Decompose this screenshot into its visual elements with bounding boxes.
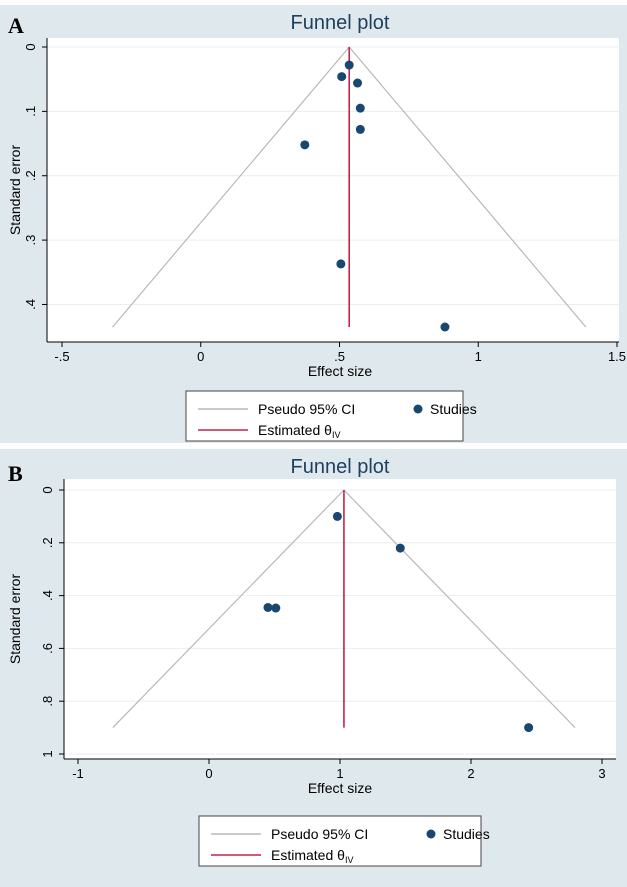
y-axis-title: Standard error [7,145,23,236]
panel-label-a: A [8,13,24,38]
study-point-5 [300,140,310,150]
y-tick-label: .1 [23,106,38,117]
y-tick-label: 0 [23,43,38,50]
funnel-chart-b: Funnel plot 0 .2 .4 .6 .8 1 -1 0 1 2 3 Effect size St… [0,449,627,887]
ci-line-right [348,46,587,328]
study-point-3 [271,603,281,613]
x-axis-title: Effect size [308,363,373,379]
legend-estimate-label: Estimated θIV [258,422,340,440]
ci-line-left [112,46,350,328]
study-point-7 [440,322,450,332]
study-point-4 [355,124,365,134]
study-point-1 [395,543,405,553]
legend-studies-swatch [413,404,423,414]
y-axis-title: Standard error [7,574,23,665]
x-axis-title: Effect size [308,780,373,796]
plot-area [47,38,619,342]
study-point-0 [344,60,354,70]
x-tick-label: 0 [197,349,204,364]
legend-box [185,390,464,442]
y-tick-label: .4 [40,590,55,601]
y-tick-label: .3 [23,235,38,246]
study-point-2 [353,78,363,88]
legend: Pseudo 95% CI Studies Estimated θIV [198,815,490,867]
panel-label-b: B [8,461,23,486]
study-point-4 [524,723,534,733]
legend-studies-label: Studies [430,401,477,417]
chart-title: Funnel plot [291,12,390,34]
study-point-1 [337,72,347,82]
legend-studies-swatch [426,829,436,839]
funnel-chart-a: Funnel plot 0 .1 .2 .3 .4 -.5 0 .5 1 1.5 Effect siz… [0,5,627,443]
legend-studies-label: Studies [443,826,490,842]
study-point-2 [263,602,273,612]
plot-area [64,479,616,759]
x-tick-label: 2 [467,766,474,781]
funnel-panel-b: Funnel plot 0 .2 .4 .6 .8 1 -1 0 1 2 3 Effect size St… [0,449,627,887]
study-point-0 [332,511,342,521]
legend-ci-label: Pseudo 95% CI [258,401,355,417]
x-tick-label: 1 [475,349,482,364]
study-point-6 [336,259,346,269]
x-tick-label: 1.5 [608,349,626,364]
x-tick-label: 3 [598,766,605,781]
y-tick-label: 1 [40,750,55,757]
y-tick-label: 0 [40,486,55,493]
legend: Pseudo 95% CI Studies Estimated θIV [185,390,477,442]
ci-line-left [112,489,345,729]
funnel-panel-a: Funnel plot 0 .1 .2 .3 .4 -.5 0 .5 1 1.5 Effect siz… [0,5,627,443]
y-tick-label: .2 [40,537,55,548]
y-tick-label: .2 [23,170,38,181]
chart-title: Funnel plot [291,456,390,478]
x-tick-label: -1 [72,766,84,781]
y-tick-label: .8 [40,696,55,707]
study-point-3 [355,103,365,113]
x-tick-label: 1 [336,766,343,781]
legend-box [198,815,482,867]
x-tick-label: .5 [334,349,345,364]
x-tick-label: 0 [205,766,212,781]
legend-ci-label: Pseudo 95% CI [271,826,368,842]
legend-estimate-label: Estimated θIV [271,847,353,865]
y-tick-label: .6 [40,643,55,654]
y-tick-label: .4 [23,299,38,310]
x-tick-label: -.5 [54,349,69,364]
ci-line-right [343,489,576,729]
